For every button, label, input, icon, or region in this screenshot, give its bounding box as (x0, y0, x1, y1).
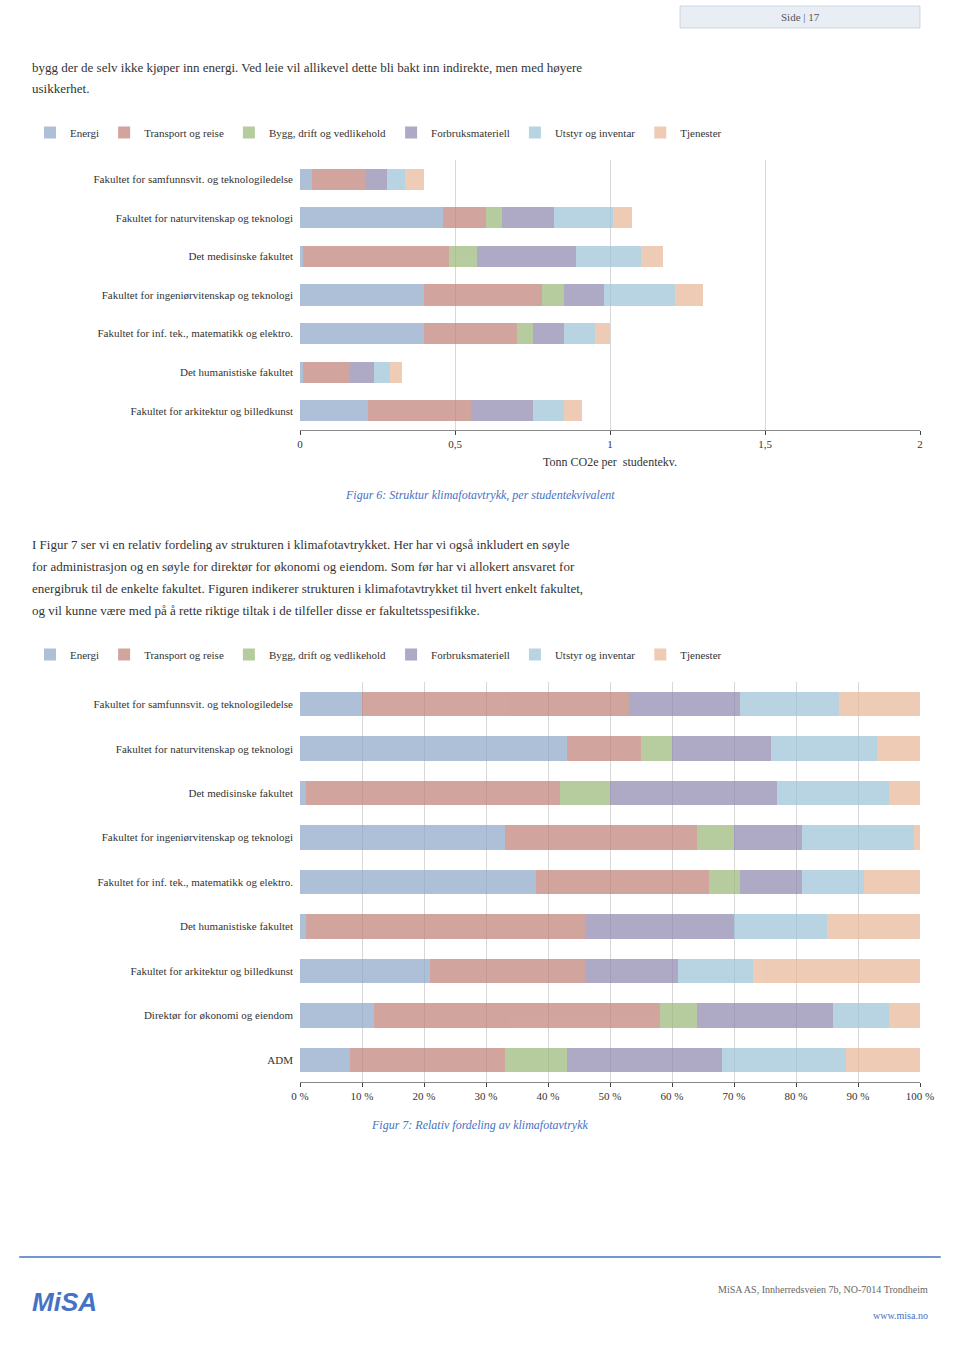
svg-text:80 %: 80 % (785, 1090, 808, 1102)
svg-text:Bygg, drift og vedlikehold: Bygg, drift og vedlikehold (269, 127, 386, 139)
svg-text:Det medisinske fakultet: Det medisinske fakultet (189, 787, 293, 799)
svg-text:100 %: 100 % (906, 1090, 934, 1102)
svg-text:Fakultet for inf. tek., matema: Fakultet for inf. tek., matematikk og el… (97, 327, 293, 339)
svg-text:Utstyr og inventar: Utstyr og inventar (555, 127, 635, 139)
svg-text:Tonn CO2e per studentekv.: Tonn CO2e per studentekv. (543, 455, 677, 469)
svg-text:Forbruksmateriell: Forbruksmateriell (431, 649, 510, 661)
svg-text:Bygg, drift og vedlikehold: Bygg, drift og vedlikehold (269, 649, 386, 661)
svg-text:for administrasjon og en søyle: for administrasjon og en søyle for direk… (32, 559, 575, 574)
svg-text:Fakultet for arkitektur og bil: Fakultet for arkitektur og billedkunst (130, 965, 293, 977)
svg-text:usikkerhet.: usikkerhet. (32, 81, 89, 96)
svg-text:20 %: 20 % (413, 1090, 436, 1102)
svg-text:ADM: ADM (267, 1054, 293, 1066)
svg-text:Figur 7: Relativ fordeling av: Figur 7: Relativ fordeling av klimafotav… (371, 1118, 589, 1132)
svg-text:Utstyr og inventar: Utstyr og inventar (555, 649, 635, 661)
svg-text:90 %: 90 % (847, 1090, 870, 1102)
svg-text:Energi: Energi (70, 127, 99, 139)
svg-text:Energi: Energi (70, 649, 99, 661)
svg-text:60 %: 60 % (661, 1090, 684, 1102)
svg-text:MiSA AS, Innherredsveien 7b, N: MiSA AS, Innherredsveien 7b, NO-7014 Tro… (718, 1284, 928, 1295)
svg-text:Side | 17: Side | 17 (781, 11, 820, 23)
svg-text:Tjenester: Tjenester (680, 649, 721, 661)
svg-text:bygg der de selv ikke kjøper i: bygg der de selv ikke kjøper inn energi.… (32, 60, 582, 75)
svg-text:www.misa.no: www.misa.no (873, 1310, 928, 1321)
svg-text:50 %: 50 % (599, 1090, 622, 1102)
svg-text:Fakultet for ingeniørvitenskap: Fakultet for ingeniørvitenskap og teknol… (102, 831, 293, 843)
svg-text:1: 1 (607, 438, 613, 450)
svg-text:I Figur 7 ser vi en relativ fo: I Figur 7 ser vi en relativ fordeling av… (32, 537, 570, 552)
svg-text:0 %: 0 % (291, 1090, 308, 1102)
svg-text:0: 0 (297, 438, 303, 450)
svg-text:40 %: 40 % (537, 1090, 560, 1102)
svg-text:Fakultet for inf. tek., matema: Fakultet for inf. tek., matematikk og el… (97, 876, 293, 888)
svg-text:Direktør for økonomi og eiendo: Direktør for økonomi og eiendom (144, 1009, 294, 1021)
svg-text:Forbruksmateriell: Forbruksmateriell (431, 127, 510, 139)
svg-text:Fakultet for arkitektur og bil: Fakultet for arkitektur og billedkunst (130, 405, 293, 417)
svg-text:Tjenester: Tjenester (680, 127, 721, 139)
svg-text:10 %: 10 % (351, 1090, 374, 1102)
svg-text:Fakultet for samfunnsvit. og t: Fakultet for samfunnsvit. og teknologile… (94, 698, 294, 710)
svg-text:MiSA: MiSA (32, 1287, 97, 1317)
svg-text:Fakultet for ingeniørvitenskap: Fakultet for ingeniørvitenskap og teknol… (102, 289, 293, 301)
svg-text:30 %: 30 % (475, 1090, 498, 1102)
svg-text:Transport og reise: Transport og reise (144, 127, 224, 139)
svg-text:Fakultet for naturvitenskap og: Fakultet for naturvitenskap og teknologi (116, 212, 293, 224)
svg-text:0,5: 0,5 (448, 438, 462, 450)
svg-text:1,5: 1,5 (758, 438, 772, 450)
svg-text:70 %: 70 % (723, 1090, 746, 1102)
svg-text:Figur 6: Struktur klimafotavtr: Figur 6: Struktur klimafotavtrykk, per s… (345, 488, 615, 502)
svg-text:Det medisinske fakultet: Det medisinske fakultet (189, 250, 293, 262)
svg-text:Fakultet for naturvitenskap og: Fakultet for naturvitenskap og teknologi (116, 743, 293, 755)
svg-text:Det humanistiske fakultet: Det humanistiske fakultet (180, 366, 293, 378)
svg-text:energibruk til de enkelte faku: energibruk til de enkelte fakultet. Figu… (32, 581, 583, 596)
svg-text:og vil kunne være med på å ret: og vil kunne være med på å rette riktige… (32, 603, 480, 618)
svg-text:Transport og reise: Transport og reise (144, 649, 224, 661)
svg-text:2: 2 (917, 438, 923, 450)
svg-text:Fakultet for samfunnsvit. og t: Fakultet for samfunnsvit. og teknologile… (94, 173, 294, 185)
svg-text:Det humanistiske fakultet: Det humanistiske fakultet (180, 920, 293, 932)
